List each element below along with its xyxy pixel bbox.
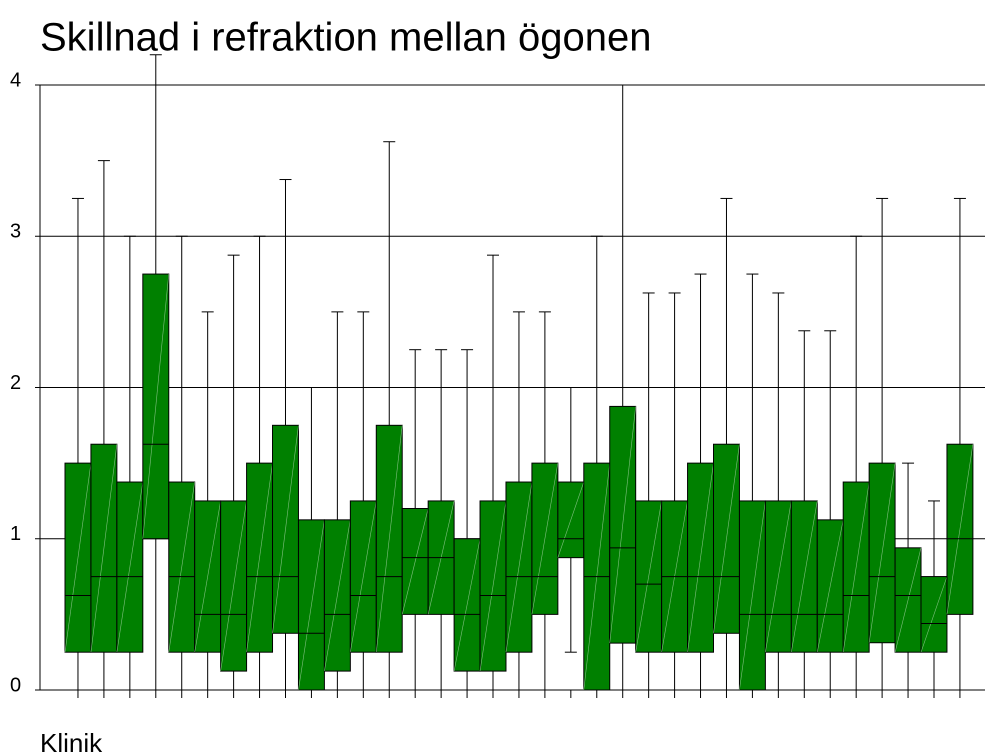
box-shade (946, 444, 974, 615)
x-axis-label: Klinik (40, 728, 103, 756)
box-shade (868, 463, 896, 643)
y-tick-label: 4 (10, 69, 21, 91)
box-shade (142, 274, 170, 539)
box-shade (557, 481, 585, 558)
box-shade (816, 519, 844, 653)
box-shade (609, 406, 636, 644)
box-shade (90, 444, 118, 653)
box-shade (791, 500, 818, 653)
chart-title: Skillnad i refraktion mellan ögonen (40, 16, 651, 60)
box-shade (220, 500, 247, 672)
box-shade (350, 500, 377, 653)
box-shade (687, 463, 714, 653)
box-shade (765, 500, 792, 653)
box-shade (116, 481, 144, 653)
box-shade (842, 481, 870, 653)
y-tick-label: 2 (10, 372, 21, 394)
box-shade (272, 425, 299, 634)
box-shade (920, 576, 948, 653)
box-shade (739, 500, 766, 691)
box-shade (168, 481, 195, 653)
box-shade (479, 500, 507, 672)
y-tick-label: 1 (10, 523, 21, 545)
box-shade (531, 463, 559, 615)
box-shade (64, 463, 92, 653)
box-shade (713, 444, 740, 634)
box-shade (246, 463, 273, 653)
box-shade (505, 481, 533, 653)
box-shade (298, 519, 325, 691)
box-shade (635, 500, 662, 653)
box-shade (401, 508, 429, 615)
box-shade (375, 425, 403, 653)
box-shade (194, 500, 221, 653)
box-shade (324, 519, 351, 672)
y-tick-label: 0 (10, 674, 21, 696)
box-shade (894, 547, 922, 653)
box-shade (453, 538, 481, 672)
y-tick-label: 3 (10, 221, 21, 243)
